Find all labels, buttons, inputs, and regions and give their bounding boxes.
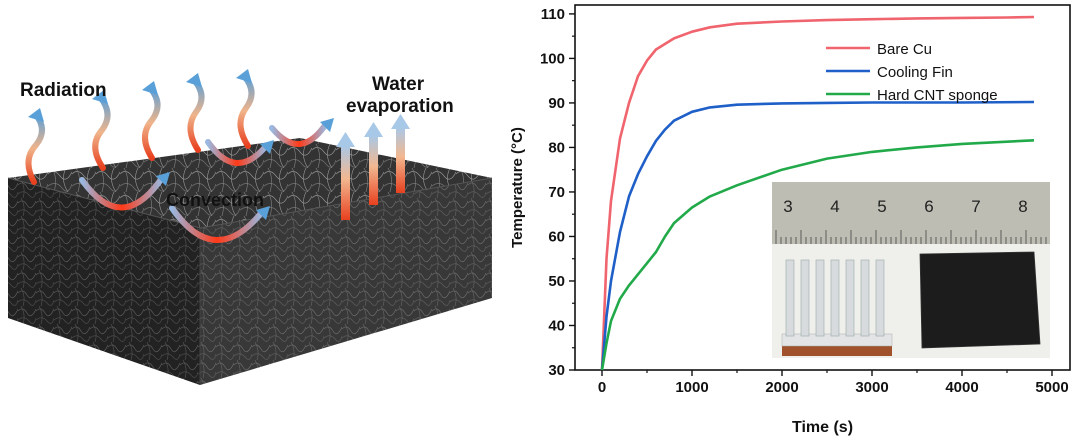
y-tick-label: 80: [548, 139, 565, 156]
evaporation-arrows: [336, 114, 410, 220]
y-tick-label: 50: [548, 273, 565, 290]
ruler: [772, 182, 1050, 244]
series-line-hard-cnt-sponge: [600, 139, 1035, 371]
x-tick-label: 2000: [765, 379, 798, 396]
convection-label: Convection: [166, 190, 264, 210]
x-tick-label: 1000: [675, 379, 708, 396]
ruler-number: 3: [783, 197, 792, 216]
legend-label: Hard CNT sponge: [877, 87, 998, 104]
x-tick-label: 3000: [855, 379, 888, 396]
x-tick-label: 0: [598, 379, 606, 396]
y-tick-label: 90: [548, 95, 565, 112]
ruler-number: 6: [924, 197, 933, 216]
y-tick-label: 60: [548, 228, 565, 245]
x-tick-label: 5000: [1035, 379, 1068, 396]
legend: Bare Cu Cooling Fin Hard CNT sponge: [826, 41, 998, 104]
radiation-label: Radiation: [20, 80, 107, 101]
ruler-number: 7: [971, 197, 980, 216]
fin-blade: [830, 259, 840, 337]
illustration-panel: Radiation Water evaporation Convection: [0, 0, 500, 441]
sponge-front-face: [8, 178, 200, 385]
sponge-illustration: Radiation Water evaporation Convection: [7, 69, 493, 385]
inset-photo: 3 4 5 6 7 8: [772, 182, 1050, 358]
ruler-number: 5: [877, 197, 886, 216]
fin-blade: [860, 259, 870, 337]
y-tick-label: 100: [540, 50, 565, 67]
evaporation-label: evaporation: [346, 96, 454, 117]
cnt-sponge: [919, 251, 1041, 349]
chart-panel: 0 1000 2000 3000 4000 5000 30 40 50 60 70 80 90 100 11…: [500, 0, 1080, 441]
fin-base: [782, 344, 892, 356]
series-line-cooling-fin: [600, 100, 1035, 371]
y-tick-label: 40: [548, 317, 565, 334]
ruler-number: 8: [1018, 197, 1027, 216]
y-tick-label: 110: [541, 6, 565, 23]
convection-arcs: [79, 121, 329, 243]
y-axis-label: Temperature (°C): [509, 127, 526, 248]
fin-blade: [845, 259, 855, 337]
legend-label: Cooling Fin: [877, 64, 953, 81]
fin-blade: [785, 259, 795, 337]
radiation-arrowheads: [28, 69, 252, 122]
axes: 0 1000 2000 3000 4000 5000 30 40 50 60 70 80 90 100 11…: [540, 4, 1071, 396]
radiation-arrows: [25, 73, 255, 185]
temperature-chart: 0 1000 2000 3000 4000 5000 30 40 50 60 70 80 90 100 11…: [509, 4, 1071, 436]
fin-blade: [815, 259, 825, 337]
series-line-bare-cu: [600, 15, 1035, 371]
water-label: Water: [372, 74, 425, 95]
legend-label: Bare Cu: [877, 41, 932, 58]
x-tick-label: 4000: [945, 379, 978, 396]
y-tick-label: 70: [548, 184, 565, 201]
y-tick-label: 30: [548, 362, 565, 379]
ruler-number: 4: [830, 197, 839, 216]
sponge-right-face: [200, 178, 492, 385]
x-axis-label: Time (s): [792, 419, 853, 436]
fin-blade: [800, 259, 810, 337]
plot-frame: [574, 4, 1071, 371]
fin-blade: [875, 259, 885, 337]
series-lines: [600, 15, 1035, 371]
convection-arrowheads: [156, 118, 334, 220]
